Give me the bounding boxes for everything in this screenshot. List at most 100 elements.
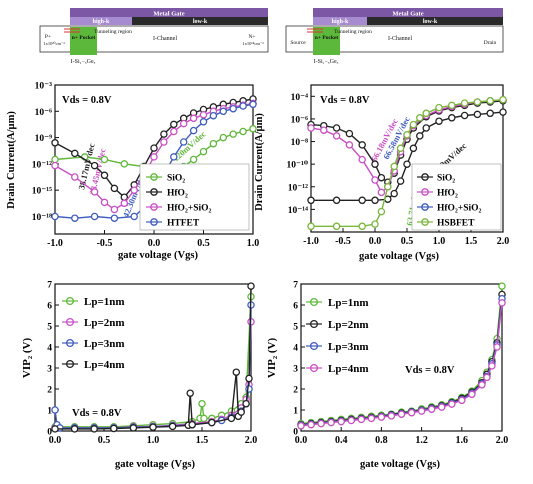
chart-a-legend-item: HfO₂+SiO₂ xyxy=(146,203,212,214)
high-k-label-2: high-k xyxy=(332,19,349,25)
data-point xyxy=(242,399,250,408)
tunneling-label-1: Tunneling region xyxy=(94,29,132,35)
data-point xyxy=(249,125,257,133)
chart-d-ylabel: VIP₂ (V) xyxy=(266,338,278,379)
data-point xyxy=(307,222,315,231)
data-point xyxy=(51,161,59,170)
data-point xyxy=(458,396,466,405)
left-contact-2: Source xyxy=(290,40,306,46)
data-point xyxy=(297,422,305,430)
chart-d-frame xyxy=(300,283,503,432)
pocket-label-2: n+ Pocket xyxy=(315,35,339,41)
x-tick-label: -1.0 xyxy=(47,238,63,249)
data-point xyxy=(387,412,396,420)
legend-marker xyxy=(65,296,75,306)
chart-a-legend: SiO₂ HfO₂ HfO₂+SiO₂ HTFET xyxy=(139,163,250,231)
high-k-label-1: high-k xyxy=(93,19,110,25)
legend-marker xyxy=(421,203,429,211)
data-point xyxy=(468,390,476,399)
data-point xyxy=(110,214,119,222)
chart-d-plot: 0.0 0.4 0.8 1.2 1.6 2.0 0 1 2 3 4 5 6 7 xyxy=(293,281,508,447)
chart-c-legend-item: Lp=1nm xyxy=(62,296,125,308)
data-point xyxy=(219,107,228,116)
data-point xyxy=(488,362,496,370)
data-point xyxy=(239,127,247,136)
data-point xyxy=(130,186,138,194)
data-point xyxy=(460,111,469,120)
channel-label-2: I-Channel xyxy=(388,36,412,42)
data-point xyxy=(170,120,178,129)
legend-marker xyxy=(309,363,319,373)
data-point xyxy=(245,374,253,383)
chart-c-xlabel: gate voltage (Vgs) xyxy=(115,459,195,470)
data-point xyxy=(358,196,366,205)
data-point xyxy=(160,138,168,146)
legend-marker xyxy=(65,338,75,348)
chart-b-plot: -1.0 -0.5 0.0 0.5 1.0 1.5 2.0 10⁻¹⁴ 10⁻¹² 10⁻¹⁰ 10… xyxy=(286,93,509,247)
data-point xyxy=(51,425,59,433)
series-line xyxy=(300,294,503,426)
data-point xyxy=(358,155,366,164)
chart-d-legend-item: Lp=3nm xyxy=(306,341,369,353)
tunneling-label-2: Tunneling region xyxy=(334,29,372,35)
pocket-material-1: I-Si₁₋ₓGeₓ xyxy=(71,59,96,65)
chart-b-ylabel: Drain Current(A/µm) xyxy=(254,113,265,211)
data-point xyxy=(149,423,157,431)
data-point xyxy=(478,381,486,389)
chart-c: VIP₂ (V) gate voltage (Vgs) Vds = 0.8V 0… xyxy=(21,281,257,471)
legend-marker xyxy=(309,341,319,351)
data-point xyxy=(371,176,379,184)
chart-a-legend-item: HfO₂ xyxy=(146,188,188,199)
chart-b-xlabel: gate voltage (Vgs) xyxy=(359,251,439,262)
chart-a: Drain Current(A/µm) gate voltage (Vgs) V… xyxy=(6,82,259,262)
data-point xyxy=(483,373,491,382)
data-point xyxy=(199,111,208,119)
data-point xyxy=(307,420,315,429)
data-point xyxy=(409,120,418,129)
data-point xyxy=(377,173,386,182)
chart-b: Drain Current(A/µm) gate voltage (Vgs) V… xyxy=(254,84,509,262)
data-point xyxy=(422,124,430,132)
data-point xyxy=(168,422,177,431)
data-point xyxy=(417,407,426,415)
data-point xyxy=(448,114,456,122)
y-tick-label: 10⁻¹² xyxy=(32,160,52,170)
y-tick-label: 10⁻¹⁴ xyxy=(288,206,308,216)
data-point xyxy=(239,102,247,110)
data-point xyxy=(371,220,379,228)
chart-d: VIP₂ (V) gate voltage (Vgs) Vds = 0.8V 0… xyxy=(266,281,508,471)
pocket-label-1: n+ Pocket xyxy=(72,35,96,41)
x-tick-label: 1.2 xyxy=(415,435,428,446)
legend-marker xyxy=(65,359,75,369)
data-point xyxy=(427,405,436,413)
left-contact-1: P+ xyxy=(45,34,51,40)
y-tick-label: 10⁻¹⁸ xyxy=(32,213,52,223)
y-tick-label: 1 xyxy=(293,407,298,417)
data-point xyxy=(189,155,198,164)
chart-d-legend-item: Lp=4nm xyxy=(306,363,369,375)
chart-c-legend-label: Lp=3nm xyxy=(84,338,125,350)
data-point xyxy=(347,416,356,425)
chart-d-legend-label: Lp=3nm xyxy=(328,341,369,353)
chart-c-annotation: Vds = 0.8V xyxy=(72,408,122,419)
x-tick-label: 1.0 xyxy=(433,236,446,247)
chart-b-legend-item: HSBFET xyxy=(417,218,475,229)
data-point xyxy=(150,153,158,161)
y-tick-label: 0 xyxy=(293,428,298,438)
y-tick-label: 6 xyxy=(47,302,52,312)
data-point xyxy=(90,161,99,170)
data-point xyxy=(249,100,257,109)
chart-b-legend-label: HSBFET xyxy=(437,219,475,229)
chart-c-legend-label: Lp=2nm xyxy=(84,317,125,329)
chart-a-legend-box xyxy=(139,163,250,231)
data-point xyxy=(245,385,253,393)
chart-b-legend-label: HfO₂+SiO₂ xyxy=(437,204,482,214)
data-point xyxy=(437,403,446,411)
data-point xyxy=(358,141,366,149)
x-tick-label: 1.0 xyxy=(147,435,160,446)
data-point xyxy=(227,414,236,423)
chart-a-legend-label: SiO₂ xyxy=(167,174,185,184)
y-tick-label: 10⁻³ xyxy=(35,82,53,92)
data-point xyxy=(367,414,376,423)
chart-c-legend-item: Lp=3nm xyxy=(62,338,125,350)
